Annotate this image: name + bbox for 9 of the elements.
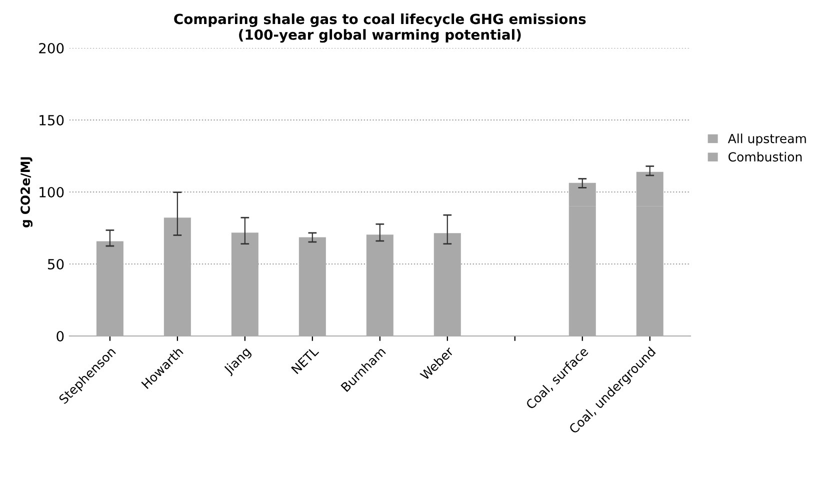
chart-title: Comparing shale gas to coal lifecycle GHG emissions (100-year global warming potential) [174,13,586,43]
y-tick-label: 150 [40,114,64,126]
legend-label: All upstream [728,134,806,146]
y-tick-label: 0 [56,330,64,342]
y-tick-label: 100 [40,186,64,198]
y-tick-label: 200 [39,42,64,54]
legend-label: Combustion [728,152,802,162]
y-tick-label: 50 [48,258,64,270]
y-axis-title: g CO2e/MJ [20,157,33,228]
